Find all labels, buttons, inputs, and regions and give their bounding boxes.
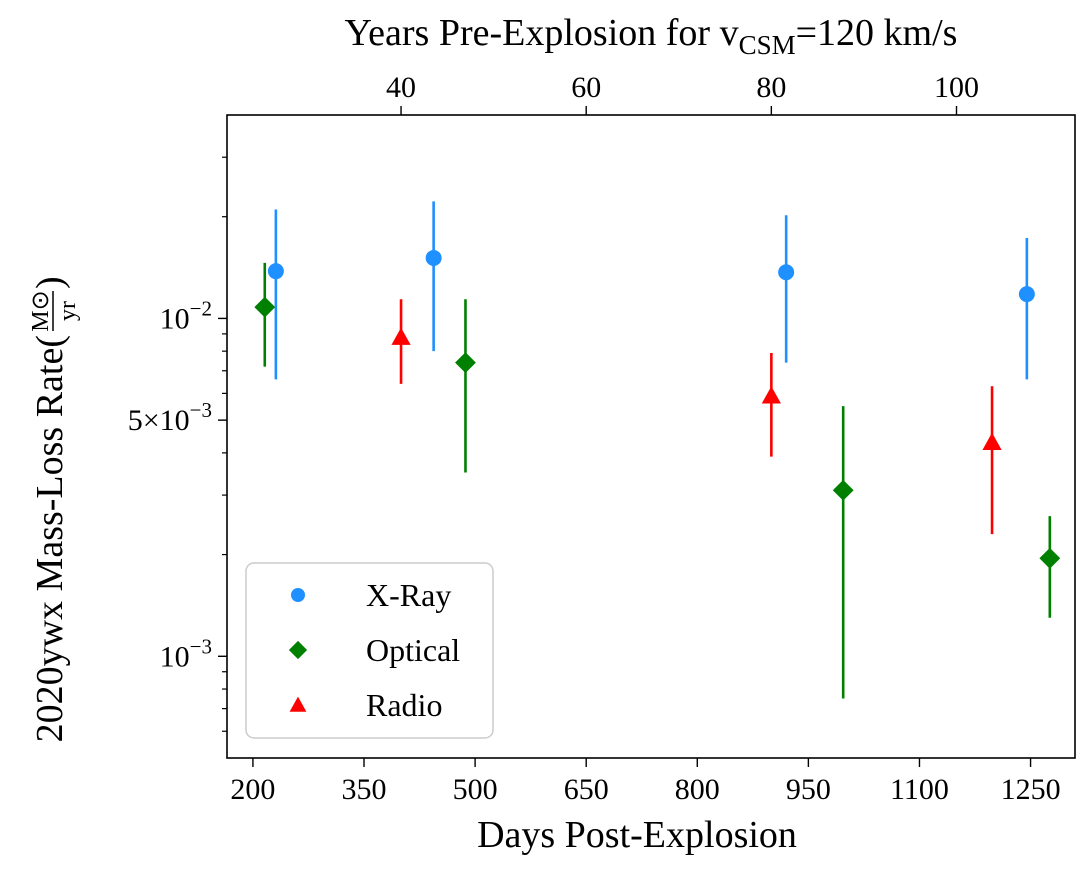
top-tick-label: 80 (756, 71, 786, 104)
y-tick-label: 10−2 (160, 296, 212, 335)
x-ray-point (778, 264, 795, 281)
x-tick-label: 650 (564, 773, 609, 806)
x-ray-point (1018, 286, 1035, 303)
optical-point (455, 352, 476, 374)
x-tick-label: 1250 (1001, 773, 1061, 806)
legend-x-ray-label: X-Ray (366, 577, 451, 613)
legend-optical-marker (288, 640, 308, 660)
legend-x-ray-marker (291, 588, 305, 602)
y-tick-label: 5×10−3 (128, 398, 212, 437)
legend-radio-label: Radio (366, 687, 442, 723)
top-tick-label: 100 (934, 71, 979, 104)
optical-point (254, 296, 276, 318)
y-axis-title-close: ) (29, 276, 71, 289)
x-axis-title: Days Post-Explosion (477, 814, 797, 856)
y-axis-fraction-denominator: yr (55, 301, 81, 321)
x-tick-label: 500 (453, 773, 498, 806)
optical-point (832, 479, 854, 501)
x-tick-label: 1100 (890, 773, 949, 806)
top-tick-label: 40 (386, 71, 416, 104)
y-tick-label: 10−3 (160, 634, 212, 673)
legend-optical-label: Optical (366, 632, 460, 668)
y-axis-title: 2020ywx Mass-Loss Rate(M⊙ yr) (28, 276, 81, 742)
radio-point (982, 432, 1002, 450)
x-tick-label: 200 (230, 773, 275, 806)
radio-point (761, 386, 781, 404)
radio-point (391, 327, 411, 345)
legend-box (245, 562, 494, 739)
optical-point (1039, 547, 1061, 569)
x-ray-point (267, 263, 284, 280)
x-tick-label: 350 (342, 773, 387, 806)
y-axis-title-text: 2020ywx Mass-Loss Rate( (29, 335, 71, 742)
x-ray-point (425, 249, 442, 266)
x-tick-label: 800 (675, 773, 720, 806)
legend: X-Ray Optical Radio (245, 562, 494, 739)
y-axis-fraction-numerator: M⊙ (28, 290, 54, 331)
legend-radio-marker (289, 696, 307, 712)
top-tick-label: 60 (571, 71, 601, 104)
x-tick-label: 950 (786, 773, 831, 806)
plot-frame (226, 114, 1076, 759)
top-axis-title: Years Pre-Explosion for vCSM=120 km/s (345, 12, 958, 60)
